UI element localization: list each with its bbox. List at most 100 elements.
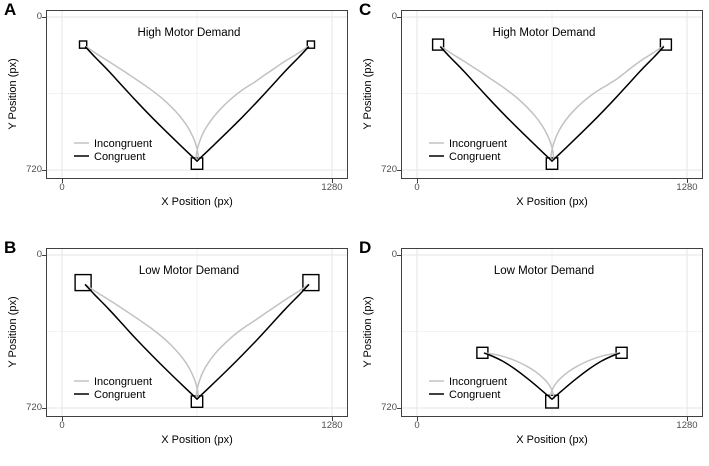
trajectory-incongruent-right	[194, 45, 309, 161]
x-tick-label-0: 0	[59, 420, 65, 431]
legend: Incongruent Congruent	[429, 376, 507, 401]
x-tick-mark	[417, 417, 418, 421]
legend-label-incongruent: Incongruent	[449, 376, 507, 388]
start-box	[190, 157, 204, 170]
x-tick-mark	[417, 179, 418, 183]
x-tick-mark	[687, 417, 688, 421]
y-axis-title: Y Position (px)	[7, 296, 19, 368]
x-tick-label-1280: 1280	[676, 182, 698, 193]
trajectory-incongruent-left	[440, 45, 555, 161]
legend-label-incongruent: Incongruent	[94, 138, 152, 150]
panel-border	[46, 10, 348, 179]
y-tick-label-0: 0	[391, 11, 397, 22]
trajectory-incongruent-right	[549, 352, 619, 400]
plot-area: Low Motor Demand Incongruent Congruent	[401, 248, 703, 417]
trajectory-incongruent-left	[85, 284, 200, 399]
plot-content-B	[46, 248, 348, 417]
trajectory-congruent-right	[551, 352, 621, 400]
panel-border	[401, 248, 703, 417]
y-tick-mark	[42, 17, 46, 18]
x-tick-mark	[332, 417, 333, 421]
target-box	[431, 38, 445, 51]
x-tick-mark	[62, 179, 63, 183]
panel-title: Low Motor Demand	[139, 265, 239, 277]
trajectory-incongruent-left	[85, 45, 200, 161]
y-tick-label-0: 0	[36, 11, 42, 22]
x-axis-title: X Position (px)	[516, 196, 588, 208]
y-tick-mark	[397, 408, 401, 409]
start-box	[544, 394, 560, 409]
x-axis-title: X Position (px)	[161, 196, 233, 208]
trajectory-congruent-left	[439, 46, 553, 162]
legend-label-congruent: Congruent	[94, 151, 145, 163]
target-box	[659, 38, 673, 51]
legend-label-congruent: Congruent	[94, 389, 145, 401]
target-box	[306, 40, 316, 49]
panel-title: Low Motor Demand	[494, 265, 594, 277]
x-tick-mark	[687, 179, 688, 183]
y-axis-title: Y Position (px)	[362, 296, 374, 368]
y-tick-mark	[397, 255, 401, 256]
panel-title: High Motor Demand	[493, 27, 596, 39]
y-tick-mark	[42, 408, 46, 409]
y-tick-mark	[42, 255, 46, 256]
trajectory-congruent-left	[84, 284, 198, 400]
plot-content-D	[401, 248, 703, 417]
x-axis-title: X Position (px)	[516, 434, 588, 446]
y-tick-label-720: 720	[26, 164, 42, 175]
y-tick-mark	[397, 170, 401, 171]
x-tick-label-1280: 1280	[321, 420, 343, 431]
x-tick-mark	[62, 417, 63, 421]
start-box	[190, 395, 204, 408]
trajectory-congruent-right	[551, 46, 665, 162]
start-box	[545, 157, 559, 170]
legend-label-congruent: Congruent	[449, 389, 500, 401]
plot-content-C	[401, 10, 703, 179]
y-tick-label-720: 720	[381, 164, 397, 175]
plot-area: Low Motor Demand Incongruent Congruent	[46, 248, 348, 417]
trajectory-congruent-right	[196, 284, 310, 400]
panel-border	[401, 10, 703, 179]
x-tick-label-0: 0	[414, 420, 420, 431]
trajectory-congruent-left	[84, 46, 198, 162]
plot-area: High Motor Demand Incongruent Congruent	[46, 10, 348, 179]
y-tick-label-720: 720	[381, 402, 397, 413]
plot-content-A	[46, 10, 348, 179]
x-tick-label-1280: 1280	[676, 420, 698, 431]
x-tick-mark	[332, 179, 333, 183]
trajectory-congruent-left	[483, 352, 553, 400]
legend-label-incongruent: Incongruent	[94, 376, 152, 388]
trajectory-incongruent-right	[195, 283, 310, 399]
legend-label-incongruent: Incongruent	[449, 138, 507, 150]
plot-area: High Motor Demand Incongruent Congruent	[401, 10, 703, 179]
panel-B: B Y Position (px) 0 720 0 1280 X Positio…	[0, 238, 354, 466]
y-axis-title: Y Position (px)	[362, 58, 374, 130]
y-tick-mark	[42, 170, 46, 171]
panel-letter: A	[4, 0, 17, 19]
y-tick-label-720: 720	[26, 402, 42, 413]
y-tick-mark	[397, 17, 401, 18]
panel-letter: C	[359, 0, 372, 19]
y-tick-label-0: 0	[36, 249, 42, 260]
y-axis-title: Y Position (px)	[7, 58, 19, 130]
trajectory-incongruent-right	[549, 45, 665, 160]
panel-title: High Motor Demand	[138, 27, 241, 39]
panel-letter: D	[359, 238, 372, 257]
panel-A: A Y Position (px) 0 720 0 1280 X Positio…	[0, 0, 354, 228]
panel-D: D Y Position (px) 0 720 0 1280 X Positio…	[355, 238, 709, 466]
y-tick-label-0: 0	[391, 249, 397, 260]
x-tick-label-0: 0	[59, 182, 65, 193]
x-axis-title: X Position (px)	[161, 434, 233, 446]
target-box	[78, 40, 88, 49]
panel-C: C Y Position (px) 0 720 0 1280 X Positio…	[355, 0, 709, 228]
legend: Incongruent Congruent	[74, 138, 152, 163]
trajectory-congruent-right	[196, 46, 310, 162]
panel-letter: B	[4, 238, 17, 257]
x-tick-label-0: 0	[414, 182, 420, 193]
legend-label-congruent: Congruent	[449, 151, 500, 163]
panel-border	[46, 248, 348, 417]
x-tick-label-1280: 1280	[321, 182, 343, 193]
legend: Incongruent Congruent	[429, 138, 507, 163]
legend: Incongruent Congruent	[74, 376, 152, 401]
